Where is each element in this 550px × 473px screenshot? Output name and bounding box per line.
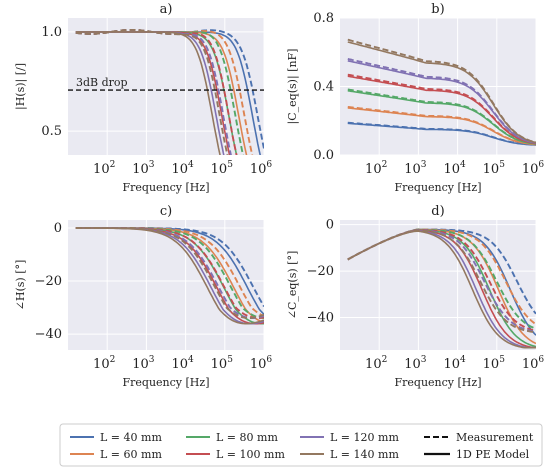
curves-d (347, 228, 536, 349)
y-axis-label: |C_eq(s)| [nF] (286, 49, 300, 125)
legend-label-2: L = 60 mm (100, 448, 162, 461)
y-tick-label: −40 (307, 311, 334, 326)
measurement-line-d-4 (347, 228, 536, 332)
y-tick-label: 0.0 (313, 148, 334, 163)
y-tick-label: −20 (35, 274, 62, 289)
measurement-line-b-4 (347, 73, 536, 145)
x-tick-label: 106 (522, 160, 545, 177)
measurement-line-b-2 (347, 106, 536, 146)
x-tick-label: 106 (522, 355, 545, 372)
panel-a: 102 103 104 105 106 0.5 1.0 a) Frequency [Hz] |H(… (14, 2, 273, 194)
model-line-d-6 (347, 230, 536, 349)
measurement-line-d-3 (347, 228, 536, 330)
panel-b: 102 103 104 105 106 0.0 0.4 0.8 b) Frequency [Hz]… (286, 2, 544, 194)
x-tick-label: 102 (93, 355, 115, 372)
x-tick-label: 104 (171, 160, 194, 177)
y-tick-label: 0.5 (41, 124, 62, 139)
measurement-line-b-6 (347, 38, 536, 144)
x-tick-label: 105 (211, 160, 234, 177)
y-tick-label: −20 (307, 264, 334, 279)
x-tick-label: 103 (404, 160, 427, 177)
x-tick-label: 104 (443, 160, 466, 177)
x-tick-label: 105 (483, 355, 506, 372)
measurement-line-a-6 (75, 28, 229, 155)
x-axis-label: Frequency [Hz] (123, 181, 210, 194)
panel-title: a) (160, 2, 173, 17)
y-tick-label: 0 (54, 221, 62, 236)
model-line-b-5 (347, 60, 536, 144)
measurement-line-b-5 (347, 57, 536, 144)
x-tick-label: 104 (171, 355, 194, 372)
measurement-line-d-6 (347, 229, 536, 334)
panel-d: 102 103 104 105 106 0 −20 −40 d) Frequency [Hz] ∠C… (286, 204, 544, 389)
x-tick-label: 105 (483, 160, 506, 177)
panel-title: c) (160, 204, 172, 219)
measurement-line-c-6 (75, 227, 264, 319)
x-tick-label: 103 (132, 355, 155, 372)
x-tick-label: 103 (132, 160, 155, 177)
x-axis-label: Frequency [Hz] (395, 181, 482, 194)
y-tick-label: 0.8 (313, 11, 334, 26)
model-line-b-6 (347, 41, 536, 144)
curves-b (347, 38, 536, 146)
legend-label-3: L = 80 mm (216, 431, 278, 444)
y-axis-label: ∠H(s) [°] (14, 260, 27, 311)
x-tick-label: 102 (365, 355, 387, 372)
legend-label-model: 1D PE Model (456, 448, 530, 461)
y-tick-label: 1.0 (41, 25, 62, 40)
panel-c: 102 103 104 105 106 0 −20 −40 c) Frequency [Hz] ∠H… (14, 204, 272, 389)
y-tick-label: −40 (35, 327, 62, 342)
x-axis-label: Frequency [Hz] (123, 376, 210, 389)
plot-area-d (340, 220, 536, 350)
legend-label-1: L = 40 mm (100, 431, 162, 444)
legend: L = 40 mm L = 60 mm L = 80 mm L = 100 mm L =… (59, 423, 543, 467)
curves-a (75, 28, 264, 155)
y-axis-label: |H(s)| [/] (14, 63, 28, 110)
measurement-line-b-1 (347, 121, 536, 146)
legend-label-4: L = 100 mm (216, 448, 285, 461)
x-tick-label: 106 (250, 160, 273, 177)
threshold-annotation: 3dB drop (76, 76, 128, 89)
curves-c (75, 227, 264, 325)
y-tick-label: 0.4 (313, 80, 334, 95)
legend-label-measurement: Measurement (456, 431, 534, 444)
x-axis-label: Frequency [Hz] (395, 376, 482, 389)
legend-label-6: L = 140 mm (330, 448, 399, 461)
plot-area-c (68, 220, 264, 350)
measurement-line-b-3 (347, 88, 536, 145)
x-tick-label: 102 (93, 160, 115, 177)
y-axis-label: ∠C_eq(s) [°] (286, 251, 299, 320)
legend-box (59, 423, 543, 467)
x-tick-label: 105 (211, 355, 234, 372)
panel-title: d) (431, 204, 444, 219)
y-tick-label: 0 (326, 218, 334, 233)
x-tick-label: 104 (443, 355, 466, 372)
measurement-line-d-5 (347, 229, 536, 333)
legend-label-5: L = 120 mm (330, 431, 399, 444)
x-tick-label: 102 (365, 160, 387, 177)
x-tick-label: 106 (250, 355, 273, 372)
x-tick-label: 103 (404, 355, 427, 372)
panel-title: b) (431, 2, 444, 17)
